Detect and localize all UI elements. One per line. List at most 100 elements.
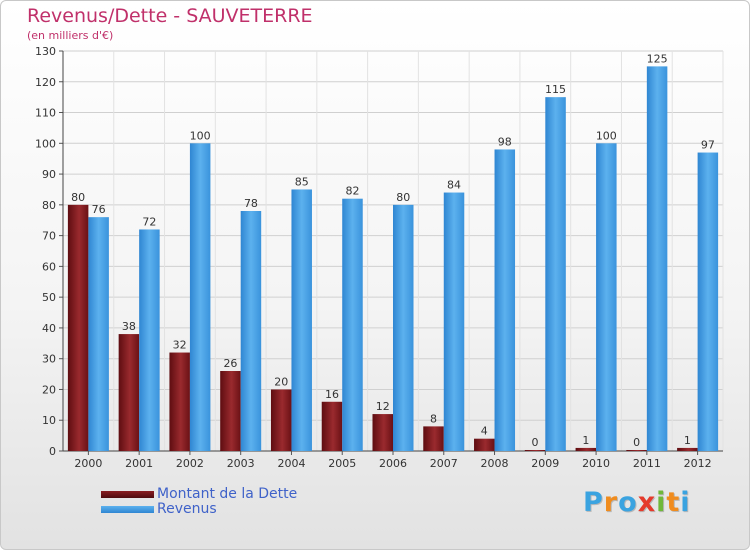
x-tick-label: 2000 <box>74 457 102 470</box>
y-tick-label: 60 <box>42 260 56 273</box>
y-tick-label: 110 <box>35 107 56 120</box>
legend-label-debt: Montant de la Dette <box>157 486 298 502</box>
data-label: 82 <box>345 185 359 198</box>
data-label: 4 <box>481 425 488 438</box>
bar-dette <box>169 352 190 451</box>
bar-revenus <box>545 97 566 452</box>
legend-swatch-debt <box>101 491 154 498</box>
y-tick-label: 10 <box>42 414 56 427</box>
data-label: 16 <box>325 388 339 401</box>
bar-revenus <box>291 189 312 451</box>
data-label: 85 <box>295 175 309 188</box>
y-tick-label: 130 <box>35 45 56 58</box>
bar-dette <box>270 389 292 451</box>
data-label: 26 <box>223 357 237 370</box>
y-tick-label: 50 <box>42 291 56 304</box>
legend-label-revenus: Revenus <box>157 501 217 517</box>
data-label: 76 <box>92 203 106 216</box>
bar-dette <box>474 438 495 451</box>
y-tick-label: 30 <box>42 353 56 366</box>
bar-revenus <box>189 143 211 452</box>
proxiti-logo: Proxiti <box>583 487 691 518</box>
bar-dette <box>321 401 343 451</box>
x-tick-label: 2009 <box>531 457 559 470</box>
bar-revenus <box>646 66 668 451</box>
logo-letter: r <box>603 487 619 518</box>
data-label: 8 <box>430 412 437 425</box>
data-label: 32 <box>173 339 187 352</box>
logo-letter: x <box>637 487 657 518</box>
legend-item-revenus: Revenus <box>101 502 297 517</box>
x-tick-label: 2007 <box>430 457 458 470</box>
data-label: 78 <box>244 197 258 210</box>
data-label: 12 <box>376 400 390 413</box>
chart-title: Revenus/Dette - SAUVETERRE <box>27 5 313 27</box>
bar-dette <box>423 426 444 451</box>
bar-revenus <box>240 211 262 451</box>
bar-revenus <box>697 152 719 452</box>
data-label: 100 <box>596 129 617 142</box>
logo-letter: P <box>583 487 604 518</box>
bar-dette <box>67 204 89 451</box>
bar-revenus <box>139 229 160 451</box>
bar-dette <box>372 414 393 451</box>
bar-revenus <box>342 198 363 451</box>
y-tick-label: 90 <box>42 168 56 181</box>
y-tick-label: 80 <box>42 199 56 212</box>
bar-dette <box>220 371 241 451</box>
bar-revenus <box>88 217 109 451</box>
x-tick-label: 2012 <box>684 457 712 470</box>
data-label: 80 <box>71 191 85 204</box>
x-tick-label: 2005 <box>328 457 356 470</box>
data-label: 98 <box>498 135 512 148</box>
logo-letter: t <box>666 487 681 518</box>
bars <box>67 66 719 452</box>
y-tick-label: 120 <box>35 76 56 89</box>
y-tick-label: 100 <box>35 137 56 150</box>
data-label: 84 <box>447 179 461 192</box>
y-tick-label: 0 <box>49 445 56 458</box>
data-label: 72 <box>142 215 156 228</box>
y-tick-label: 70 <box>42 230 56 243</box>
x-tick-label: 2011 <box>633 457 661 470</box>
data-label: 115 <box>545 83 566 96</box>
data-label: 1 <box>582 434 589 447</box>
bar-dette <box>118 334 140 451</box>
x-tick-label: 2002 <box>176 457 204 470</box>
data-label: 125 <box>647 52 668 65</box>
x-tick-label: 2006 <box>379 457 407 470</box>
legend-swatch-revenus <box>101 506 154 513</box>
bar-dette <box>524 450 546 451</box>
x-tick-label: 2001 <box>125 457 153 470</box>
data-label: 20 <box>274 375 288 388</box>
x-tick-label: 2008 <box>481 457 509 470</box>
legend-item-debt: Montant de la Dette <box>101 487 297 502</box>
bar-revenus <box>393 204 414 451</box>
bar-dette <box>677 447 698 451</box>
data-label: 100 <box>190 129 211 142</box>
data-label: 0 <box>532 436 539 449</box>
data-label: 97 <box>701 139 715 152</box>
logo-letter: i <box>656 487 667 518</box>
y-tick-label: 40 <box>42 322 56 335</box>
data-label: 38 <box>122 320 136 333</box>
x-tick-label: 2004 <box>277 457 305 470</box>
bar-dette <box>575 447 597 451</box>
data-label: 0 <box>633 436 640 449</box>
x-tick-label: 2010 <box>582 457 610 470</box>
bar-revenus <box>443 192 465 452</box>
legend: Montant de la Dette Revenus <box>101 487 297 517</box>
data-label: 80 <box>396 191 410 204</box>
bar-revenus <box>596 143 617 452</box>
data-label: 1 <box>684 434 691 447</box>
y-tick-label: 20 <box>42 383 56 396</box>
bar-dette <box>626 450 647 451</box>
logo-letter: o <box>618 487 638 518</box>
bar-revenus <box>494 149 516 451</box>
logo-letter: i <box>680 487 691 518</box>
chart-subtitle: (en milliers d'€) <box>27 29 114 42</box>
